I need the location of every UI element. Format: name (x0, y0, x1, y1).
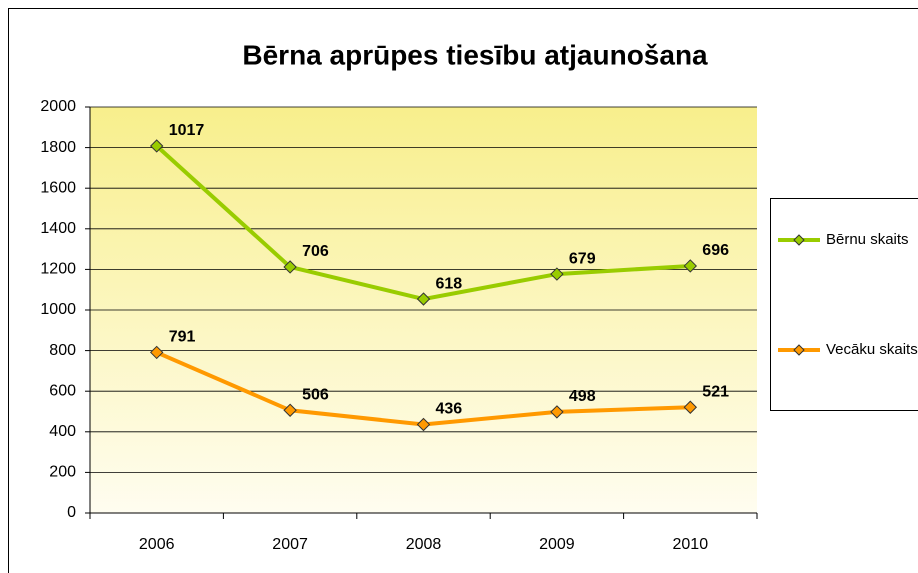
chart-title: Bērna aprūpes tiesību atjaunošana (242, 39, 708, 70)
x-tick-label: 2010 (673, 536, 709, 553)
data-point (283, 403, 297, 417)
legend-marker (793, 344, 805, 356)
data-label: 436 (436, 401, 463, 418)
data-point (550, 267, 564, 281)
x-tick-label: 2007 (272, 536, 308, 553)
legend-label: Vecāku skaits (826, 341, 918, 358)
data-label: 706 (302, 243, 329, 260)
y-tick-label: 800 (49, 342, 76, 359)
data-point (550, 405, 564, 419)
data-label: 696 (702, 242, 729, 259)
x-tick-label: 2009 (539, 536, 575, 553)
x-tick-label: 2006 (139, 536, 175, 553)
data-point (683, 259, 698, 273)
y-tick-label: 200 (49, 464, 76, 481)
y-tick-label: 2000 (40, 98, 76, 115)
data-label: 791 (169, 329, 196, 346)
data-label: 1017 (169, 122, 205, 139)
data-point (283, 260, 297, 274)
x-tick-label: 2008 (406, 536, 442, 553)
y-tick-label: 1400 (40, 220, 76, 237)
data-label: 618 (436, 275, 463, 292)
data-label: 679 (569, 250, 596, 267)
data-point (149, 345, 164, 360)
y-tick-label: 400 (49, 423, 76, 440)
y-tick-label: 0 (67, 504, 76, 521)
y-tick-label: 1000 (40, 301, 76, 318)
data-point (416, 292, 431, 306)
y-tick-label: 1200 (40, 261, 76, 278)
y-tick-label: 600 (49, 382, 76, 399)
data-label: 506 (302, 387, 329, 404)
legend-label: Bērnu skaits (826, 231, 909, 248)
data-label: 498 (569, 388, 596, 405)
data-label: 521 (702, 383, 729, 400)
legend-box (770, 198, 918, 411)
legend-marker (793, 234, 805, 246)
data-point (149, 139, 164, 153)
y-tick-label: 1600 (40, 179, 76, 196)
data-point (683, 400, 698, 414)
data-point (416, 417, 431, 432)
y-tick-label: 1800 (40, 139, 76, 156)
